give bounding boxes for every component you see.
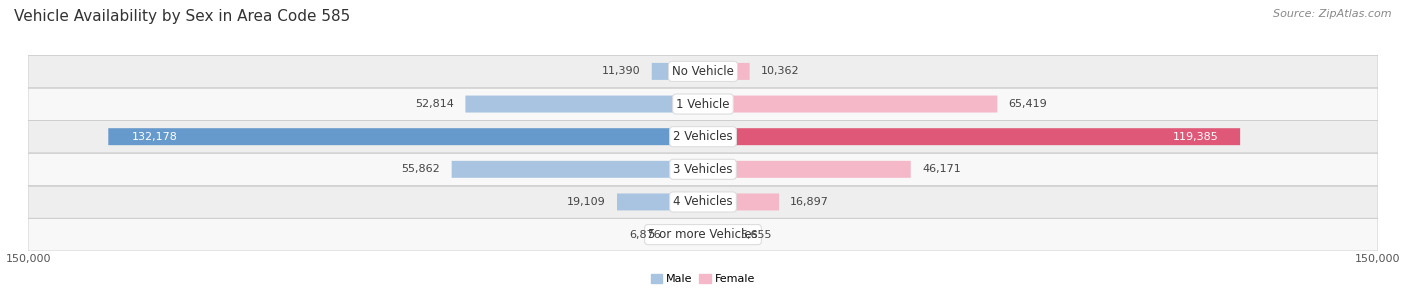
Text: 52,814: 52,814 <box>415 99 454 109</box>
Text: 16,897: 16,897 <box>790 197 830 207</box>
FancyBboxPatch shape <box>28 120 1378 153</box>
Text: No Vehicle: No Vehicle <box>672 65 734 78</box>
FancyBboxPatch shape <box>28 218 1378 251</box>
FancyBboxPatch shape <box>451 161 703 178</box>
Text: 65,419: 65,419 <box>1008 99 1047 109</box>
FancyBboxPatch shape <box>617 193 703 211</box>
Text: 55,862: 55,862 <box>402 164 440 174</box>
FancyBboxPatch shape <box>28 55 1378 88</box>
Text: 11,390: 11,390 <box>602 66 641 76</box>
FancyBboxPatch shape <box>703 193 779 211</box>
FancyBboxPatch shape <box>28 88 1378 120</box>
FancyBboxPatch shape <box>703 161 911 178</box>
Text: 19,109: 19,109 <box>567 197 606 207</box>
FancyBboxPatch shape <box>652 63 703 80</box>
Text: 46,171: 46,171 <box>922 164 960 174</box>
Text: 6,876: 6,876 <box>628 230 661 240</box>
Text: Source: ZipAtlas.com: Source: ZipAtlas.com <box>1274 9 1392 19</box>
Text: 3 Vehicles: 3 Vehicles <box>673 163 733 176</box>
FancyBboxPatch shape <box>703 128 1240 145</box>
Text: 132,178: 132,178 <box>132 132 179 142</box>
FancyBboxPatch shape <box>108 128 703 145</box>
FancyBboxPatch shape <box>703 95 997 113</box>
Text: 10,362: 10,362 <box>761 66 800 76</box>
FancyBboxPatch shape <box>703 63 749 80</box>
Text: 5,655: 5,655 <box>740 230 770 240</box>
Legend: Male, Female: Male, Female <box>647 269 759 289</box>
Text: 4 Vehicles: 4 Vehicles <box>673 196 733 208</box>
Text: 1 Vehicle: 1 Vehicle <box>676 98 730 110</box>
FancyBboxPatch shape <box>465 95 703 113</box>
FancyBboxPatch shape <box>28 186 1378 218</box>
Text: Vehicle Availability by Sex in Area Code 585: Vehicle Availability by Sex in Area Code… <box>14 9 350 24</box>
FancyBboxPatch shape <box>703 226 728 243</box>
Text: 119,385: 119,385 <box>1173 132 1219 142</box>
Text: 5 or more Vehicles: 5 or more Vehicles <box>648 228 758 241</box>
FancyBboxPatch shape <box>672 226 703 243</box>
FancyBboxPatch shape <box>28 153 1378 186</box>
Text: 2 Vehicles: 2 Vehicles <box>673 130 733 143</box>
